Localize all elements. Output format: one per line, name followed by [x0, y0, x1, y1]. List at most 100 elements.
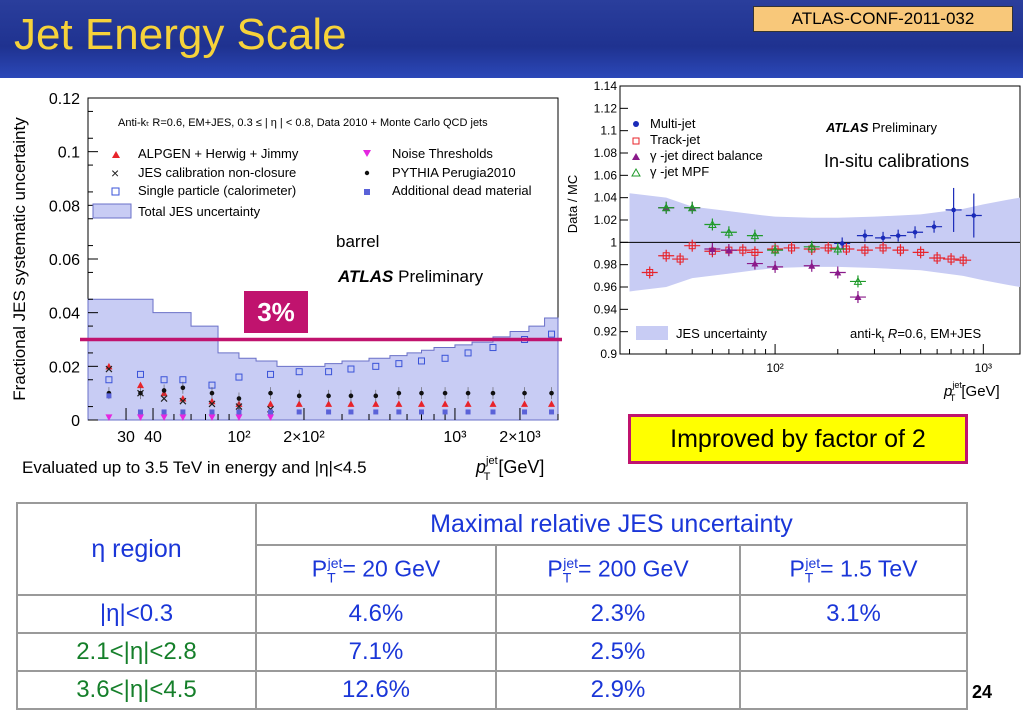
left-xtick-label: 10² — [227, 429, 251, 446]
mark-single-particle-calorimeter- — [325, 368, 333, 376]
legend-marker-alpgen — [112, 151, 120, 158]
pt-header-1500: PTjet= 1.5 TeV — [739, 544, 968, 596]
mark-single-particle-calorimeter- — [160, 376, 168, 384]
algo-label: anti-kt R=0.6, EM+JES — [850, 326, 981, 344]
right-ytick-label: 1.06 — [594, 168, 618, 182]
mark-jet-mpf — [708, 219, 717, 228]
right-ytick-label: 1.1 — [600, 124, 617, 138]
mark-single-particle-calorimeter- — [372, 362, 380, 370]
left-ytick-label: 0.1 — [58, 145, 80, 162]
left-plot: Anti-kₜ R=0.6, EM+JES, 0.3 ≤ | η | < 0.8… — [10, 91, 565, 483]
mark-multi-jet — [862, 233, 868, 238]
mark-alpgen-herwig-jimmy — [521, 400, 529, 407]
mark-noise-thresholds — [136, 414, 144, 421]
mark-track-jet — [861, 246, 869, 254]
mark-pythia-perugia2010 — [236, 396, 242, 401]
mark-pythia-perugia2010 — [373, 393, 379, 399]
mark-alpgen-herwig-jimmy — [325, 400, 333, 407]
mark-additional-dead-material — [373, 409, 379, 415]
mark-noise-thresholds — [267, 414, 275, 421]
right-ytick-label: 1 — [610, 235, 617, 249]
mark-pythia-perugia2010 — [442, 390, 448, 396]
mark-pythia-perugia2010 — [268, 390, 273, 396]
mark-alpgen-herwig-jimmy — [548, 400, 556, 407]
legend-marker-jes-band — [636, 326, 668, 340]
insitu-label: In-situ calibrations — [824, 151, 969, 171]
mark-additional-dead-material — [348, 409, 354, 415]
legend-label-gamma-db: γ -jet direct balance — [650, 148, 763, 163]
mark-multi-jet — [880, 235, 886, 241]
right-ytick-label: 0.98 — [594, 258, 618, 272]
mark-noise-thresholds — [208, 414, 216, 421]
improved-callout: Improved by factor of 2 — [628, 414, 968, 464]
mark-single-particle-calorimeter- — [136, 370, 144, 378]
left-xtick-label: 40 — [144, 429, 162, 446]
mark-jet-direct-balance — [834, 268, 842, 276]
mark-pythia-perugia2010 — [161, 388, 167, 393]
left-ytick-label: 0.08 — [49, 198, 80, 215]
left-xtick-label: 2×10² — [283, 429, 325, 446]
legend-marker-multijet — [633, 121, 639, 127]
row-value-1500: 3.1% — [739, 594, 968, 634]
pt-header-200: PTjet= 200 GeV — [495, 544, 741, 596]
left-caption: Anti-kₜ R=0.6, EM+JES, 0.3 ≤ | η | < 0.8… — [118, 117, 488, 129]
mark-jet-mpf — [833, 244, 843, 253]
mark-jet-mpf — [770, 245, 780, 254]
mark-jet-mpf — [853, 276, 863, 285]
right-ytick-label: 1.02 — [594, 213, 618, 227]
mark-additional-dead-material — [209, 409, 215, 415]
mark-pythia-perugia2010 — [180, 385, 186, 391]
three-percent-badge — [244, 291, 308, 333]
right-ylabel: Data / MC — [565, 175, 580, 234]
mark-additional-dead-material — [106, 393, 112, 399]
mark-track-jet — [646, 268, 654, 276]
mark-additional-dead-material — [161, 409, 167, 415]
eta-region-header: η region — [16, 502, 257, 596]
mark-track-jet — [788, 244, 796, 252]
mark-additional-dead-material — [180, 409, 186, 415]
legend-label-trackjet: Track-jet — [650, 132, 700, 147]
mark-pythia-perugia2010 — [549, 390, 554, 396]
row-region: 2.1<|η|<2.8 — [16, 632, 257, 672]
mark-pythia-perugia2010 — [522, 390, 527, 396]
legend-marker-total-band — [92, 203, 132, 219]
legend-label-noise: Noise Thresholds — [392, 146, 493, 161]
mark-jet-direct-balance — [808, 262, 816, 269]
legend-marker-single-particle — [111, 187, 120, 196]
legend-label-single-particle: Single particle (calorimeter) — [138, 183, 296, 198]
page-number: 24 — [972, 682, 993, 702]
mark-additional-dead-material — [522, 409, 528, 415]
row-value-20: 12.6% — [255, 670, 497, 710]
mark-multi-jet — [971, 213, 977, 218]
evaluated-note: Evaluated up to 3.5 TeV in energy and |η… — [22, 458, 367, 477]
mark-track-jet — [739, 246, 747, 254]
mark-alpgen-herwig-jimmy — [395, 400, 403, 407]
mark-alpgen-herwig-jimmy — [347, 400, 355, 407]
pt-header-20: PTjet= 20 GeV — [255, 544, 497, 596]
mark-alpgen-herwig-jimmy — [417, 400, 425, 407]
mark-jes-calibration-non-closure — [179, 397, 187, 405]
right-xtick-label: 10³ — [975, 361, 992, 375]
mark-single-particle-calorimeter- — [395, 360, 403, 368]
mark-jes-calibration-non-closure — [208, 400, 216, 408]
slide-title: Jet Energy Scale — [14, 10, 347, 59]
right-xlabel: pjet T [GeV] — [943, 380, 1000, 403]
legend-marker-dead-material — [364, 189, 370, 195]
mark-additional-dead-material — [418, 409, 424, 415]
mark-track-jet — [676, 255, 684, 263]
mark-jet-direct-balance — [725, 246, 733, 254]
mark-additional-dead-material — [396, 409, 402, 415]
mark-single-particle-calorimeter- — [295, 368, 303, 376]
legend-marker-trackjet — [632, 137, 640, 145]
right-ytick-label: 0.92 — [594, 325, 618, 339]
left-ytick-label: 0.12 — [49, 91, 80, 108]
mark-additional-dead-material — [490, 409, 496, 415]
three-percent-label: 3% — [257, 297, 295, 327]
atlas-preliminary-left: ATLAS Preliminary — [337, 267, 484, 286]
mark-additional-dead-material — [442, 409, 448, 415]
mark-alpgen-herwig-jimmy — [295, 400, 303, 407]
mark-noise-thresholds — [179, 414, 187, 421]
mark-additional-dead-material — [137, 409, 143, 415]
right-ytick-label: 1.14 — [594, 79, 618, 93]
mark-jet-mpf — [807, 242, 817, 251]
